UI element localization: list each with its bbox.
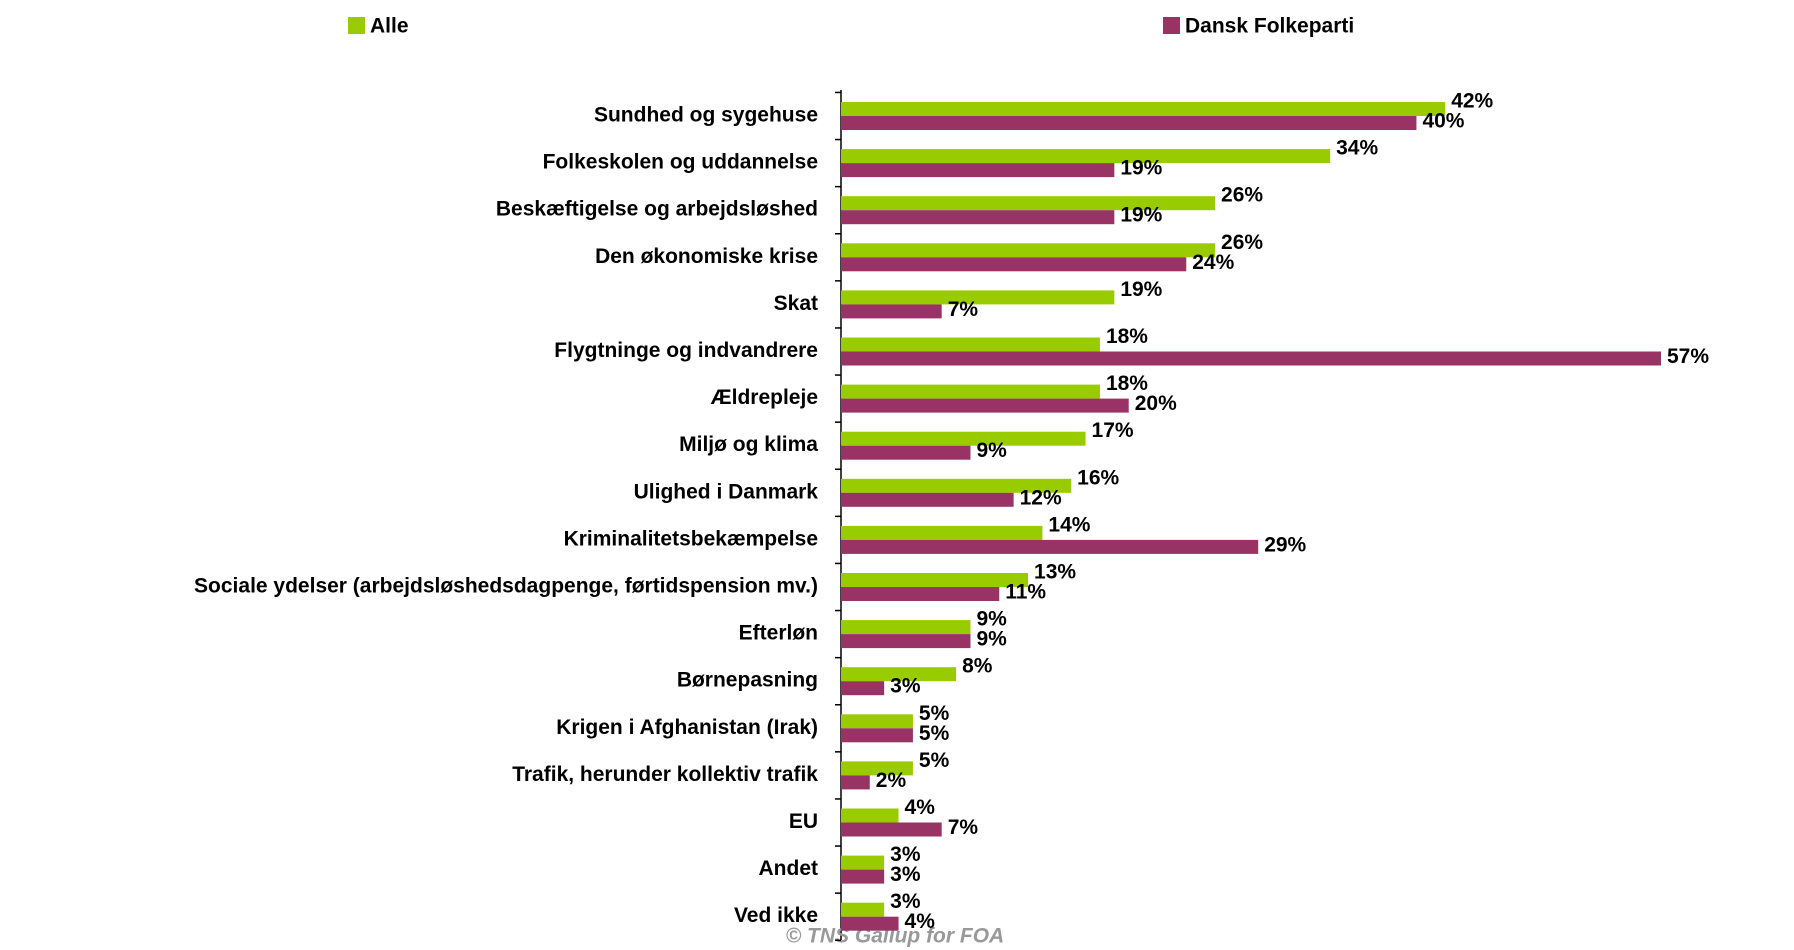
bar: [841, 634, 971, 649]
bar: [841, 304, 942, 319]
value-label: 12%: [1020, 486, 1062, 509]
value-label: 18%: [1106, 325, 1148, 348]
bar: [841, 445, 971, 460]
value-label: 29%: [1264, 533, 1306, 556]
value-label: 34%: [1336, 137, 1378, 160]
value-label: 20%: [1135, 392, 1177, 415]
bar: [841, 492, 1014, 507]
bar: [841, 257, 1187, 272]
category-label: Ulighed i Danmark: [634, 480, 819, 503]
bar: [841, 667, 957, 682]
bar: [841, 902, 885, 917]
legend-swatch: [1163, 17, 1180, 34]
bar: [841, 539, 1259, 554]
value-label: 9%: [976, 608, 1007, 631]
bar: [841, 478, 1072, 493]
bar: [841, 337, 1100, 352]
value-label: 2%: [876, 769, 907, 792]
bar: [841, 808, 899, 823]
bar: [841, 210, 1115, 225]
value-label: 42%: [1451, 90, 1493, 113]
category-label: Den økonomiske krise: [595, 245, 818, 268]
value-label: 13%: [1034, 561, 1076, 584]
value-label: 19%: [1120, 204, 1162, 227]
bar: [841, 681, 885, 696]
bar: [841, 728, 913, 743]
bar: [841, 525, 1043, 540]
value-label: 4%: [905, 910, 936, 933]
value-label: 19%: [1120, 278, 1162, 301]
legend-swatch: [348, 17, 365, 34]
value-label: 17%: [1092, 419, 1134, 442]
bar: [841, 351, 1661, 366]
bar: [841, 149, 1331, 164]
value-label: 3%: [890, 843, 921, 866]
value-label: 11%: [1005, 581, 1046, 604]
category-label: Flygtninge og indvandrere: [554, 339, 818, 362]
value-label: 4%: [905, 796, 936, 819]
value-label: 8%: [962, 655, 993, 678]
category-label: EU: [789, 810, 818, 833]
bar: [841, 620, 971, 635]
bar: [841, 384, 1100, 399]
category-label: Børnepasning: [677, 669, 818, 692]
category-label: Efterløn: [739, 622, 818, 645]
value-label: 9%: [976, 628, 1007, 651]
value-label: 57%: [1667, 345, 1709, 368]
category-label: Ved ikke: [734, 904, 818, 927]
bar: [841, 398, 1129, 413]
bar: [841, 855, 885, 870]
category-label: Kriminalitetsbekæmpelse: [564, 527, 818, 550]
bar: [841, 775, 870, 790]
value-label: 14%: [1048, 513, 1090, 536]
bar: [841, 916, 899, 931]
value-label: 40%: [1422, 110, 1464, 133]
bar: [841, 822, 942, 837]
bar: [841, 243, 1216, 258]
legend-label: Alle: [370, 15, 409, 38]
bar: [841, 761, 913, 776]
value-label: 26%: [1221, 184, 1263, 207]
bar: [841, 163, 1115, 178]
bar: [841, 573, 1029, 587]
value-label: 3%: [890, 675, 921, 698]
category-label: Sundhed og sygehuse: [594, 104, 818, 127]
value-label: 5%: [919, 749, 950, 772]
value-label: 7%: [948, 298, 979, 321]
value-label: 3%: [890, 890, 921, 913]
bar: [841, 196, 1216, 211]
value-label: 19%: [1120, 157, 1162, 180]
source: © TNS Gallup for FOA: [786, 925, 1004, 948]
bar: [841, 431, 1086, 446]
bar: [841, 869, 885, 884]
value-label: 18%: [1106, 372, 1148, 395]
value-label: 16%: [1077, 466, 1119, 489]
bar: [841, 102, 1446, 116]
category-label: Beskæftigelse og arbejdsløshed: [496, 198, 818, 221]
category-label: Sociale ydelser (arbejdsløshedsdagpenge,…: [194, 575, 818, 598]
value-label: 5%: [919, 702, 950, 725]
category-label: Folkeskolen og uddannelse: [543, 151, 818, 174]
value-label: 26%: [1221, 231, 1263, 254]
category-label: Trafik, herunder kollektiv trafik: [512, 763, 818, 786]
bar: [841, 587, 1000, 601]
value-label: 9%: [976, 439, 1007, 462]
legend-label: Dansk Folkeparti: [1185, 15, 1354, 38]
value-label: 24%: [1192, 251, 1234, 274]
category-label: Krigen i Afghanistan (Irak): [556, 716, 818, 739]
value-label: 3%: [890, 863, 921, 886]
value-label: 7%: [948, 816, 979, 839]
bar: [841, 116, 1417, 130]
bar: [841, 290, 1115, 305]
category-label: Ældrepleje: [711, 386, 818, 409]
bar: [841, 714, 913, 729]
category-label: Andet: [759, 857, 819, 880]
value-label: 5%: [919, 722, 950, 745]
category-label: Miljø og klima: [679, 433, 818, 456]
category-label: Skat: [774, 292, 818, 315]
